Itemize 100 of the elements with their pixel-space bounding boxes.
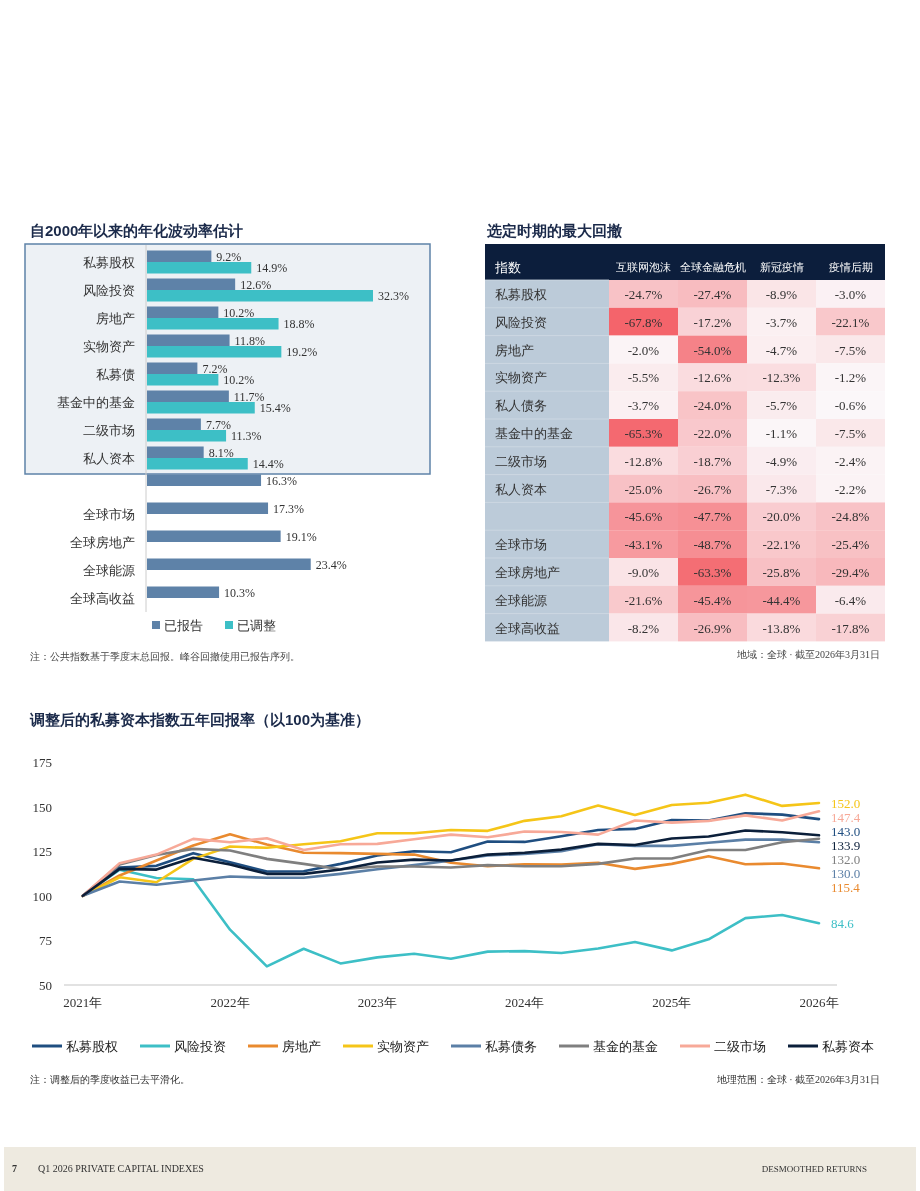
data-label: -21.6% xyxy=(624,592,663,608)
x-tick-label: 全球金融危机 xyxy=(679,261,746,273)
data-label: 147.4 xyxy=(831,810,861,826)
data-label: 7.7% xyxy=(205,417,231,432)
bar xyxy=(147,390,229,402)
bar xyxy=(147,430,227,442)
data-label: 115.4 xyxy=(831,880,861,896)
y-tick-label: 150 xyxy=(32,799,52,815)
bar xyxy=(147,402,255,414)
data-label: 132.0 xyxy=(831,852,861,868)
data-label: 15.4% xyxy=(259,401,291,415)
bar xyxy=(147,278,236,290)
data-label: 12.6% xyxy=(240,277,272,292)
data-label: 133.9 xyxy=(831,838,861,854)
text: 7 xyxy=(12,1163,17,1174)
y-tick-label: 75 xyxy=(39,933,52,949)
data-label: -17.8% xyxy=(831,620,870,636)
data-label: -25.4% xyxy=(831,537,870,553)
data-label: -20.0% xyxy=(762,509,801,525)
bar xyxy=(147,334,230,346)
data-label: -22.1% xyxy=(831,314,870,330)
data-label: -5.7% xyxy=(765,398,798,414)
y-tick-label: 房地产 xyxy=(96,311,135,326)
y-tick-label: 私募股权 xyxy=(83,255,135,270)
data-label: 19.2% xyxy=(286,345,318,359)
data-label: -26.7% xyxy=(693,481,732,497)
data-label: -25.8% xyxy=(762,564,801,580)
data-label: -17.2% xyxy=(693,314,732,330)
y-tick-label: 全球市场 xyxy=(83,507,135,522)
y-tick-label: 全球高收益 xyxy=(495,620,560,636)
data-label: 14.9% xyxy=(256,261,288,275)
data-label: -18.7% xyxy=(693,453,732,469)
data-label: -4.9% xyxy=(765,453,798,469)
text: 注：调整后的季度收益已去平滑化。 xyxy=(30,1074,190,1085)
data-label: -22.1% xyxy=(762,537,801,553)
data-label: -7.5% xyxy=(834,342,867,358)
y-tick-label: 125 xyxy=(32,844,52,860)
y-tick-label: 风险投资 xyxy=(83,283,135,298)
y-tick-label: 私人资本 xyxy=(83,451,135,466)
legend-label: 基金的基金 xyxy=(593,1039,658,1054)
data-label: -4.7% xyxy=(765,342,798,358)
y-tick-label: 私募债 xyxy=(96,367,135,382)
y-tick-label: 二级市场 xyxy=(495,453,547,469)
data-label: 14.4% xyxy=(252,457,284,471)
bar xyxy=(147,374,219,386)
text: 注：公共指数基于季度末总回报。峰谷回撤使用已报告序列。 xyxy=(30,651,300,662)
data-label: -54.0% xyxy=(693,342,732,358)
bar xyxy=(147,318,279,330)
data-label: 17.3% xyxy=(273,501,305,516)
data-label: -45.6% xyxy=(624,509,663,525)
x-tick-label: 2024年 xyxy=(505,995,545,1010)
bar xyxy=(147,346,282,358)
y-tick-label: 50 xyxy=(39,978,52,993)
data-label: -9.0% xyxy=(627,564,660,580)
data-label: 16.3% xyxy=(266,473,298,488)
y-tick-label: 175 xyxy=(32,755,52,770)
data-label: 143.0 xyxy=(831,824,861,840)
data-label: -2.0% xyxy=(627,342,660,358)
data-label: -29.4% xyxy=(831,564,870,580)
x-tick-label: 2021年 xyxy=(63,995,103,1010)
data-label: -2.2% xyxy=(834,481,867,497)
data-label: -24.7% xyxy=(624,286,663,302)
legend-label: 风险投资 xyxy=(174,1039,226,1054)
y-tick-label: 全球房地产 xyxy=(495,564,560,580)
x-tick-label: 疫情后期 xyxy=(828,261,873,273)
data-label: 9.2% xyxy=(216,249,242,264)
data-label: 152.0 xyxy=(831,796,861,812)
legend-label: 实物资产 xyxy=(377,1039,429,1054)
data-label: -63.3% xyxy=(693,564,732,580)
data-label: -0.6% xyxy=(834,398,867,414)
bar xyxy=(147,362,198,374)
data-label: -44.4% xyxy=(762,592,801,608)
bar xyxy=(147,290,373,302)
y-tick-label: 二级市场 xyxy=(83,423,135,438)
bar xyxy=(147,458,248,470)
data-label: -47.7% xyxy=(693,509,732,525)
x-tick-label: 2023年 xyxy=(357,995,397,1010)
data-label: 130.0 xyxy=(831,866,861,882)
data-label: -13.8% xyxy=(762,620,801,636)
data-label: -43.1% xyxy=(624,537,663,553)
data-label: 11.3% xyxy=(231,429,262,443)
y-axis-title: 指数 xyxy=(494,260,521,275)
data-label: 23.4% xyxy=(315,557,347,572)
bar xyxy=(147,250,212,262)
data-label: -2.4% xyxy=(834,453,867,469)
y-tick-label: 房地产 xyxy=(495,342,534,358)
data-label: 84.6 xyxy=(831,916,855,932)
bar xyxy=(147,502,269,514)
y-tick-label: 基金中的基金 xyxy=(495,425,573,441)
data-label: 11.7% xyxy=(233,389,265,404)
x-tick-label: 2022年 xyxy=(210,995,250,1010)
y-tick-label: 私募股权 xyxy=(495,286,547,302)
data-label: -3.7% xyxy=(765,314,798,330)
data-label: -26.9% xyxy=(693,620,732,636)
y-tick-label: 全球市场 xyxy=(495,537,547,553)
legend-label: 私募债务 xyxy=(485,1039,537,1054)
y-tick-label: 全球房地产 xyxy=(70,535,135,550)
data-label: -24.8% xyxy=(831,509,870,525)
data-label: -7.5% xyxy=(834,425,867,441)
bar xyxy=(147,418,201,430)
